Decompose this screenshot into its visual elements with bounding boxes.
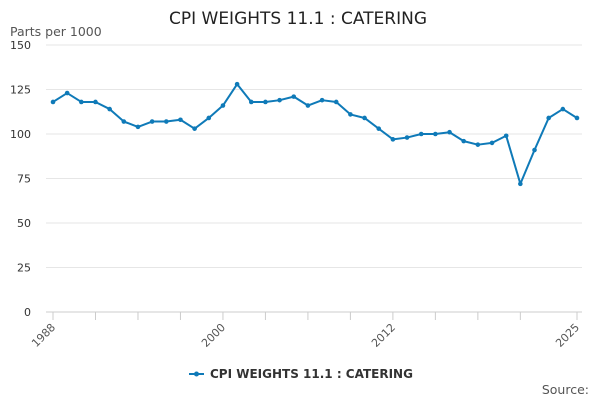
y-tick-label-0: 0 [24,306,31,319]
x-tick-label-2000: 2000 [199,321,228,350]
data-point-2012[interactable] [390,137,396,142]
data-point-1999[interactable] [206,115,212,121]
y-tick-label-50: 50 [17,217,31,230]
data-point-2008[interactable] [333,99,339,105]
x-tick-label-2012: 2012 [369,321,398,350]
data-point-1989[interactable] [64,90,70,96]
data-point-1994[interactable] [135,124,141,130]
data-point-2017[interactable] [461,138,467,144]
data-point-2002[interactable] [248,99,254,105]
data-point-1993[interactable] [121,119,127,124]
data-point-2022[interactable] [532,147,537,153]
data-point-2011[interactable] [376,126,382,131]
legend-label: CPI WEIGHTS 11.1 : CATERING [210,367,413,381]
data-point-2004[interactable] [277,97,282,103]
data-point-1997[interactable] [178,117,183,123]
data-point-2014[interactable] [418,131,424,137]
chart-title: CPI WEIGHTS 11.1 : CATERING [169,9,427,29]
data-point-2015[interactable] [433,131,438,137]
data-point-2005[interactable] [291,94,297,99]
data-series [50,81,580,187]
series-line-0 [52,83,578,185]
data-point-2018[interactable] [475,142,481,147]
data-point-1991[interactable] [93,99,98,105]
y-tick-label-75: 75 [17,173,31,186]
data-point-2023[interactable] [546,115,551,121]
data-point-2021[interactable] [518,181,523,187]
data-point-1998[interactable] [192,126,197,131]
data-point-2016[interactable] [447,129,452,135]
data-point-2001[interactable] [234,81,240,87]
grid-lines [46,44,582,268]
data-point-2020[interactable] [503,133,509,139]
data-point-1995[interactable] [149,119,155,124]
y-axis-label: Parts per 1000 [10,24,102,39]
y-tick-label-150: 150 [10,39,31,52]
data-point-2010[interactable] [362,115,367,121]
y-tick-label-100: 100 [10,128,31,141]
source-label: Source: [542,382,589,397]
data-point-1988[interactable] [50,99,56,105]
data-point-2009[interactable] [348,112,353,117]
data-point-1996[interactable] [163,119,169,124]
y-axis-ticks: 0 25 50 75 100 125 150 [10,39,31,319]
data-point-2024[interactable] [560,106,566,112]
data-point-2013[interactable] [404,135,410,140]
data-point-2019[interactable] [489,140,495,146]
x-axis: 1988 2000 2012 2025 [29,311,582,350]
legend[interactable]: CPI WEIGHTS 11.1 : CATERING [189,367,413,381]
data-point-2025[interactable] [574,115,580,121]
data-point-2006[interactable] [305,103,311,108]
data-point-1990[interactable] [79,99,84,105]
data-point-1992[interactable] [107,106,112,112]
data-point-2000[interactable] [220,103,226,108]
data-point-2003[interactable] [263,99,268,105]
y-tick-label-25: 25 [17,262,31,275]
y-tick-label-125: 125 [10,84,31,97]
x-tick-label-1988: 1988 [29,321,58,350]
x-tick-label-2025: 2025 [553,321,582,350]
data-point-2007[interactable] [319,97,325,103]
legend-marker-icon [194,371,199,377]
